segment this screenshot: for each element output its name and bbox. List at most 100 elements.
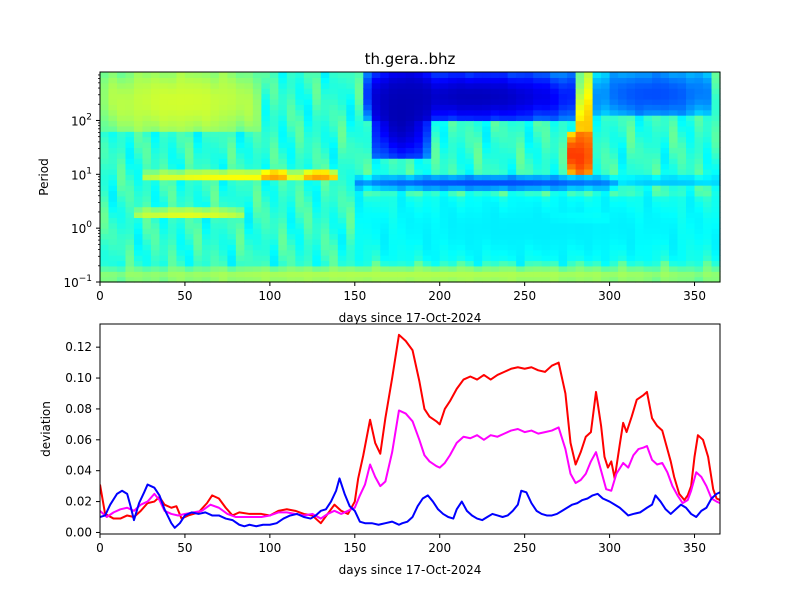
heatmap-cell bbox=[601, 82, 611, 89]
heatmap-cell bbox=[550, 168, 560, 175]
heatmap-cell bbox=[201, 82, 212, 89]
heatmap-cell bbox=[686, 271, 696, 278]
heatmap-cell bbox=[116, 206, 127, 213]
heatmap-cell bbox=[167, 82, 178, 89]
heatmap-cell bbox=[507, 190, 517, 197]
heatmap-cell bbox=[448, 77, 458, 84]
heatmap-cell bbox=[371, 238, 381, 245]
heatmap-cell bbox=[643, 244, 653, 251]
heatmap-cell bbox=[286, 238, 296, 245]
heatmap-cell bbox=[150, 77, 161, 84]
heatmap-cell bbox=[218, 222, 228, 229]
heatmap-cell bbox=[269, 233, 279, 240]
heatmap-cell bbox=[711, 142, 721, 148]
heatmap-cell bbox=[499, 255, 509, 262]
heatmap-cell bbox=[337, 88, 347, 95]
heatmap-cell bbox=[329, 93, 339, 100]
heatmap-cell bbox=[108, 271, 118, 278]
heatmap-cell bbox=[278, 244, 288, 251]
heatmap-cell bbox=[244, 163, 254, 170]
heatmap-cell bbox=[584, 255, 594, 262]
heatmap-cell bbox=[635, 104, 645, 111]
heatmap-cell bbox=[490, 222, 500, 229]
heatmap-cell bbox=[660, 115, 670, 122]
heatmap-cell bbox=[312, 174, 322, 181]
heatmap-cell bbox=[388, 255, 398, 262]
heatmap-cell bbox=[473, 125, 483, 132]
heatmap-cell bbox=[550, 163, 560, 170]
heatmap-cell bbox=[235, 82, 245, 89]
heatmap-cell bbox=[312, 206, 322, 213]
heatmap-cell bbox=[371, 77, 381, 84]
heatmap-cell bbox=[397, 174, 407, 181]
heatmap-cell bbox=[252, 249, 262, 256]
heatmap-cell bbox=[201, 152, 212, 159]
heatmap-cell bbox=[677, 109, 687, 116]
heatmap-cell bbox=[431, 120, 441, 127]
heatmap-cell bbox=[286, 179, 296, 186]
heatmap-cell bbox=[456, 120, 466, 127]
heatmap-cell bbox=[405, 98, 415, 105]
heatmap-cell bbox=[677, 88, 687, 95]
heatmap-cell bbox=[448, 228, 458, 235]
heatmap-cell bbox=[363, 158, 373, 165]
heatmap-cell bbox=[167, 152, 178, 159]
heatmap-cell bbox=[507, 265, 517, 272]
heatmap-cell bbox=[711, 131, 721, 138]
heatmap-cell bbox=[329, 72, 339, 78]
heatmap-cell bbox=[465, 212, 475, 218]
heatmap-cell bbox=[473, 255, 483, 262]
heatmap-cell bbox=[643, 142, 653, 148]
heatmap-cell bbox=[482, 142, 492, 148]
heatmap-cell bbox=[235, 158, 245, 165]
heatmap-cell bbox=[108, 142, 118, 148]
heatmap-cell bbox=[643, 125, 653, 132]
heatmap-cell bbox=[652, 255, 662, 262]
heatmap-cell bbox=[669, 249, 679, 256]
heatmap-cell bbox=[108, 238, 118, 245]
heatmap-cell bbox=[167, 88, 178, 95]
heatmap-cell bbox=[618, 260, 628, 267]
heatmap-cell bbox=[210, 131, 220, 138]
heatmap-cell bbox=[541, 88, 551, 95]
heatmap-cell bbox=[439, 206, 449, 213]
heatmap-cell bbox=[482, 174, 492, 181]
heatmap-cell bbox=[371, 147, 381, 154]
heatmap-cell bbox=[371, 222, 381, 229]
heatmap-cell bbox=[652, 142, 662, 148]
heatmap-cell bbox=[703, 265, 713, 272]
heatmap-cell bbox=[558, 271, 568, 278]
heatmap-cell bbox=[269, 82, 279, 89]
heatmap-cell bbox=[286, 88, 296, 95]
heatmap-cell bbox=[380, 206, 390, 213]
heatmap-cell bbox=[609, 244, 619, 251]
heatmap-cell bbox=[363, 228, 373, 235]
heatmap-cell bbox=[252, 131, 262, 138]
heatmap-cell bbox=[116, 201, 127, 208]
heatmap-cell bbox=[414, 147, 424, 154]
heatmap-cell bbox=[541, 104, 551, 111]
heatmap-cell bbox=[261, 222, 271, 229]
heatmap-cell bbox=[125, 120, 135, 127]
heatmap-cell bbox=[550, 125, 560, 132]
heatmap-cell bbox=[329, 179, 339, 186]
heatmap-cell bbox=[592, 131, 602, 138]
heatmap-cell bbox=[677, 276, 687, 283]
heatmap-cell bbox=[405, 174, 415, 181]
heatmap-cell bbox=[320, 152, 330, 159]
heatmap-cell bbox=[363, 72, 373, 78]
heatmap-cell bbox=[150, 222, 161, 229]
heatmap-cell bbox=[176, 238, 186, 245]
heatmap-cell bbox=[618, 190, 628, 197]
heatmap-cell bbox=[541, 276, 551, 283]
heatmap-cell bbox=[380, 72, 390, 78]
heatmap-cell bbox=[448, 276, 458, 283]
heatmap-cell bbox=[201, 228, 212, 235]
heatmap-cell bbox=[524, 217, 534, 224]
heatmap-cell bbox=[584, 131, 594, 138]
heatmap-cell bbox=[575, 217, 585, 224]
heatmap-cell bbox=[465, 168, 475, 175]
heatmap-cell bbox=[414, 260, 424, 267]
heatmap-cell bbox=[380, 88, 390, 95]
heatmap-cell bbox=[711, 179, 721, 186]
